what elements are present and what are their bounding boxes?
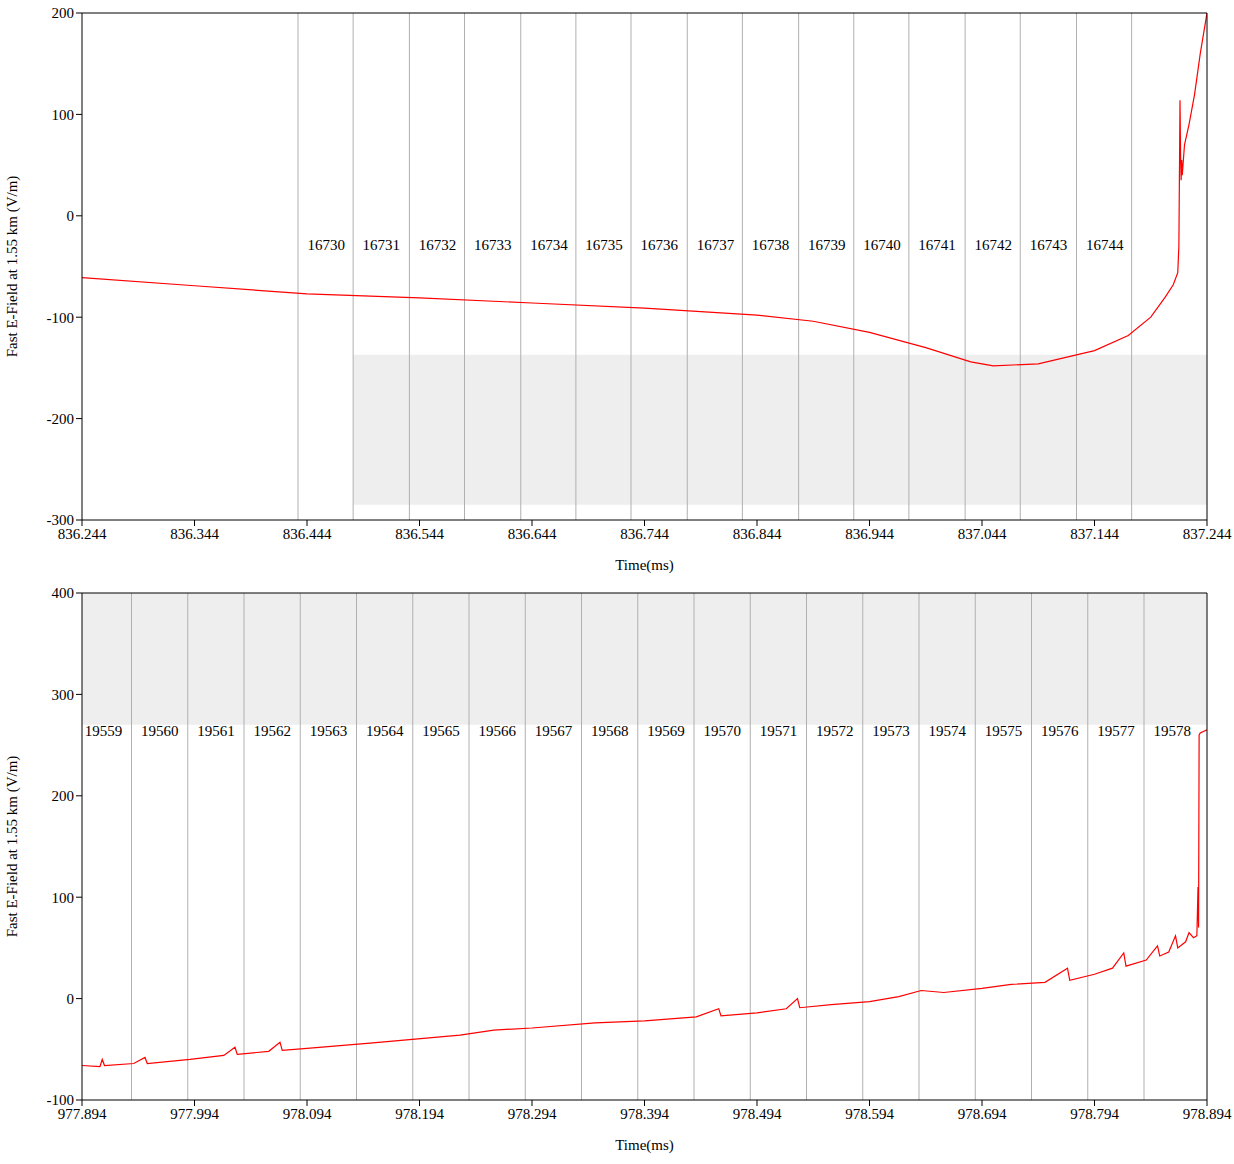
svg-text:19571: 19571 [760, 723, 798, 739]
svg-text:-100: -100 [47, 1092, 75, 1108]
svg-text:0: 0 [67, 991, 75, 1007]
svg-text:19575: 19575 [985, 723, 1023, 739]
svg-text:16731: 16731 [363, 237, 401, 253]
svg-text:836.544: 836.544 [395, 526, 444, 542]
svg-text:200: 200 [52, 788, 75, 804]
svg-text:19563: 19563 [310, 723, 348, 739]
svg-text:19562: 19562 [253, 723, 291, 739]
svg-text:978.594: 978.594 [845, 1106, 894, 1122]
svg-text:19559: 19559 [85, 723, 123, 739]
svg-text:-200: -200 [47, 411, 75, 427]
svg-text:19574: 19574 [928, 723, 966, 739]
svg-text:16738: 16738 [752, 237, 790, 253]
svg-text:0: 0 [67, 208, 75, 224]
svg-text:19564: 19564 [366, 723, 404, 739]
svg-text:19573: 19573 [872, 723, 910, 739]
svg-text:Time(ms): Time(ms) [615, 557, 674, 574]
svg-text:Fast E-Field at 1.55 km (V/m): Fast E-Field at 1.55 km (V/m) [4, 176, 21, 358]
svg-text:Time(ms): Time(ms) [615, 1137, 674, 1154]
svg-text:19570: 19570 [703, 723, 741, 739]
svg-text:16734: 16734 [530, 237, 568, 253]
svg-text:19567: 19567 [535, 723, 573, 739]
svg-text:836.644: 836.644 [508, 526, 557, 542]
svg-text:19566: 19566 [478, 723, 516, 739]
svg-text:200: 200 [52, 5, 75, 21]
svg-text:978.294: 978.294 [508, 1106, 557, 1122]
svg-text:300: 300 [52, 687, 75, 703]
svg-text:19565: 19565 [422, 723, 460, 739]
svg-text:16737: 16737 [697, 237, 735, 253]
svg-text:16735: 16735 [585, 237, 623, 253]
svg-text:16739: 16739 [808, 237, 846, 253]
svg-text:837.044: 837.044 [958, 526, 1007, 542]
svg-text:977.894: 977.894 [57, 1105, 107, 1122]
svg-text:Fast E-Field at 1.55 km (V/m): Fast E-Field at 1.55 km (V/m) [4, 756, 21, 938]
svg-text:19576: 19576 [1041, 723, 1079, 739]
svg-text:16730: 16730 [307, 237, 345, 253]
svg-text:16733: 16733 [474, 237, 512, 253]
svg-text:19560: 19560 [141, 723, 179, 739]
svg-text:837.144: 837.144 [1070, 526, 1119, 542]
svg-text:978.894: 978.894 [1183, 1106, 1232, 1122]
svg-text:978.494: 978.494 [733, 1106, 782, 1122]
svg-text:19578: 19578 [1153, 723, 1191, 739]
svg-text:836.344: 836.344 [170, 526, 219, 542]
svg-text:-100: -100 [47, 310, 75, 326]
svg-text:19577: 19577 [1097, 723, 1135, 739]
svg-text:100: 100 [52, 107, 75, 123]
svg-text:837.244: 837.244 [1183, 526, 1232, 542]
svg-text:16740: 16740 [863, 237, 901, 253]
svg-text:978.694: 978.694 [958, 1106, 1007, 1122]
svg-text:836.444: 836.444 [283, 526, 332, 542]
svg-text:100: 100 [52, 890, 75, 906]
svg-text:836.244: 836.244 [57, 525, 107, 542]
svg-text:16744: 16744 [1086, 237, 1124, 253]
svg-text:400: 400 [52, 585, 75, 601]
svg-text:16742: 16742 [975, 237, 1013, 253]
svg-text:978.394: 978.394 [620, 1106, 669, 1122]
svg-text:978.794: 978.794 [1070, 1106, 1119, 1122]
svg-text:16736: 16736 [640, 237, 678, 253]
svg-text:978.094: 978.094 [283, 1106, 332, 1122]
svg-text:-300: -300 [47, 512, 75, 528]
svg-text:16732: 16732 [419, 237, 457, 253]
svg-text:16743: 16743 [1030, 237, 1068, 253]
svg-text:16741: 16741 [918, 237, 956, 253]
svg-text:19572: 19572 [816, 723, 854, 739]
svg-text:19561: 19561 [197, 723, 235, 739]
svg-text:836.844: 836.844 [733, 526, 782, 542]
svg-text:836.944: 836.944 [845, 526, 894, 542]
svg-text:836.744: 836.744 [620, 526, 669, 542]
svg-text:19568: 19568 [591, 723, 629, 739]
svg-text:977.994: 977.994 [170, 1106, 219, 1122]
svg-text:19569: 19569 [647, 723, 685, 739]
svg-text:978.194: 978.194 [395, 1106, 444, 1122]
